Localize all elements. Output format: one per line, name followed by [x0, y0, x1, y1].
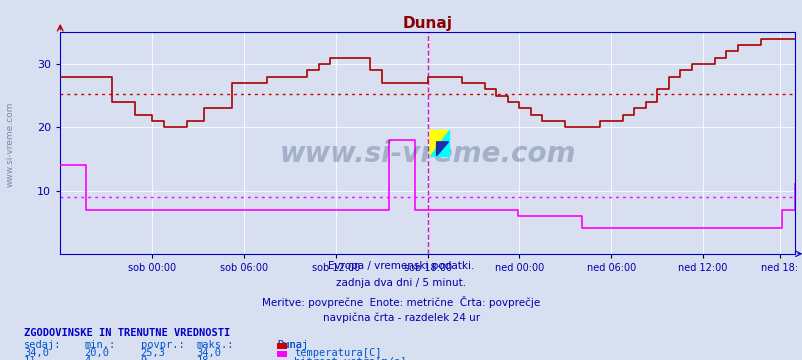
Text: hitrost vetra[m/s]: hitrost vetra[m/s] — [294, 356, 406, 360]
Text: 25,3: 25,3 — [140, 348, 165, 359]
Text: Dunaj: Dunaj — [277, 340, 308, 350]
Text: sedaj:: sedaj: — [24, 340, 62, 350]
Text: navpična črta - razdelek 24 ur: navpična črta - razdelek 24 ur — [322, 313, 480, 323]
Text: 34,0: 34,0 — [24, 348, 49, 359]
Polygon shape — [430, 130, 448, 156]
Text: povpr.:: povpr.: — [140, 340, 184, 350]
Text: 18: 18 — [196, 356, 209, 360]
Text: temperatura[C]: temperatura[C] — [294, 348, 381, 359]
Text: www.si-vreme.com: www.si-vreme.com — [279, 140, 575, 168]
Text: 4: 4 — [84, 356, 91, 360]
Text: www.si-vreme.com: www.si-vreme.com — [5, 101, 14, 187]
Text: min.:: min.: — [84, 340, 115, 350]
Text: 9: 9 — [140, 356, 147, 360]
Text: Evropa / vremenski podatki.: Evropa / vremenski podatki. — [328, 261, 474, 271]
Text: Dunaj: Dunaj — [277, 340, 308, 350]
Text: ZGODOVINSKE IN TRENUTNE VREDNOSTI: ZGODOVINSKE IN TRENUTNE VREDNOSTI — [24, 328, 230, 338]
Polygon shape — [430, 130, 448, 156]
Polygon shape — [436, 142, 448, 156]
Text: 34,0: 34,0 — [196, 348, 221, 359]
Text: Meritve: povprečne  Enote: metrične  Črta: povprečje: Meritve: povprečne Enote: metrične Črta:… — [262, 296, 540, 307]
Text: 20,0: 20,0 — [84, 348, 109, 359]
Text: zadnja dva dni / 5 minut.: zadnja dva dni / 5 minut. — [336, 278, 466, 288]
Text: 11: 11 — [24, 356, 37, 360]
Title: Dunaj: Dunaj — [402, 16, 452, 31]
Text: maks.:: maks.: — [196, 340, 234, 350]
